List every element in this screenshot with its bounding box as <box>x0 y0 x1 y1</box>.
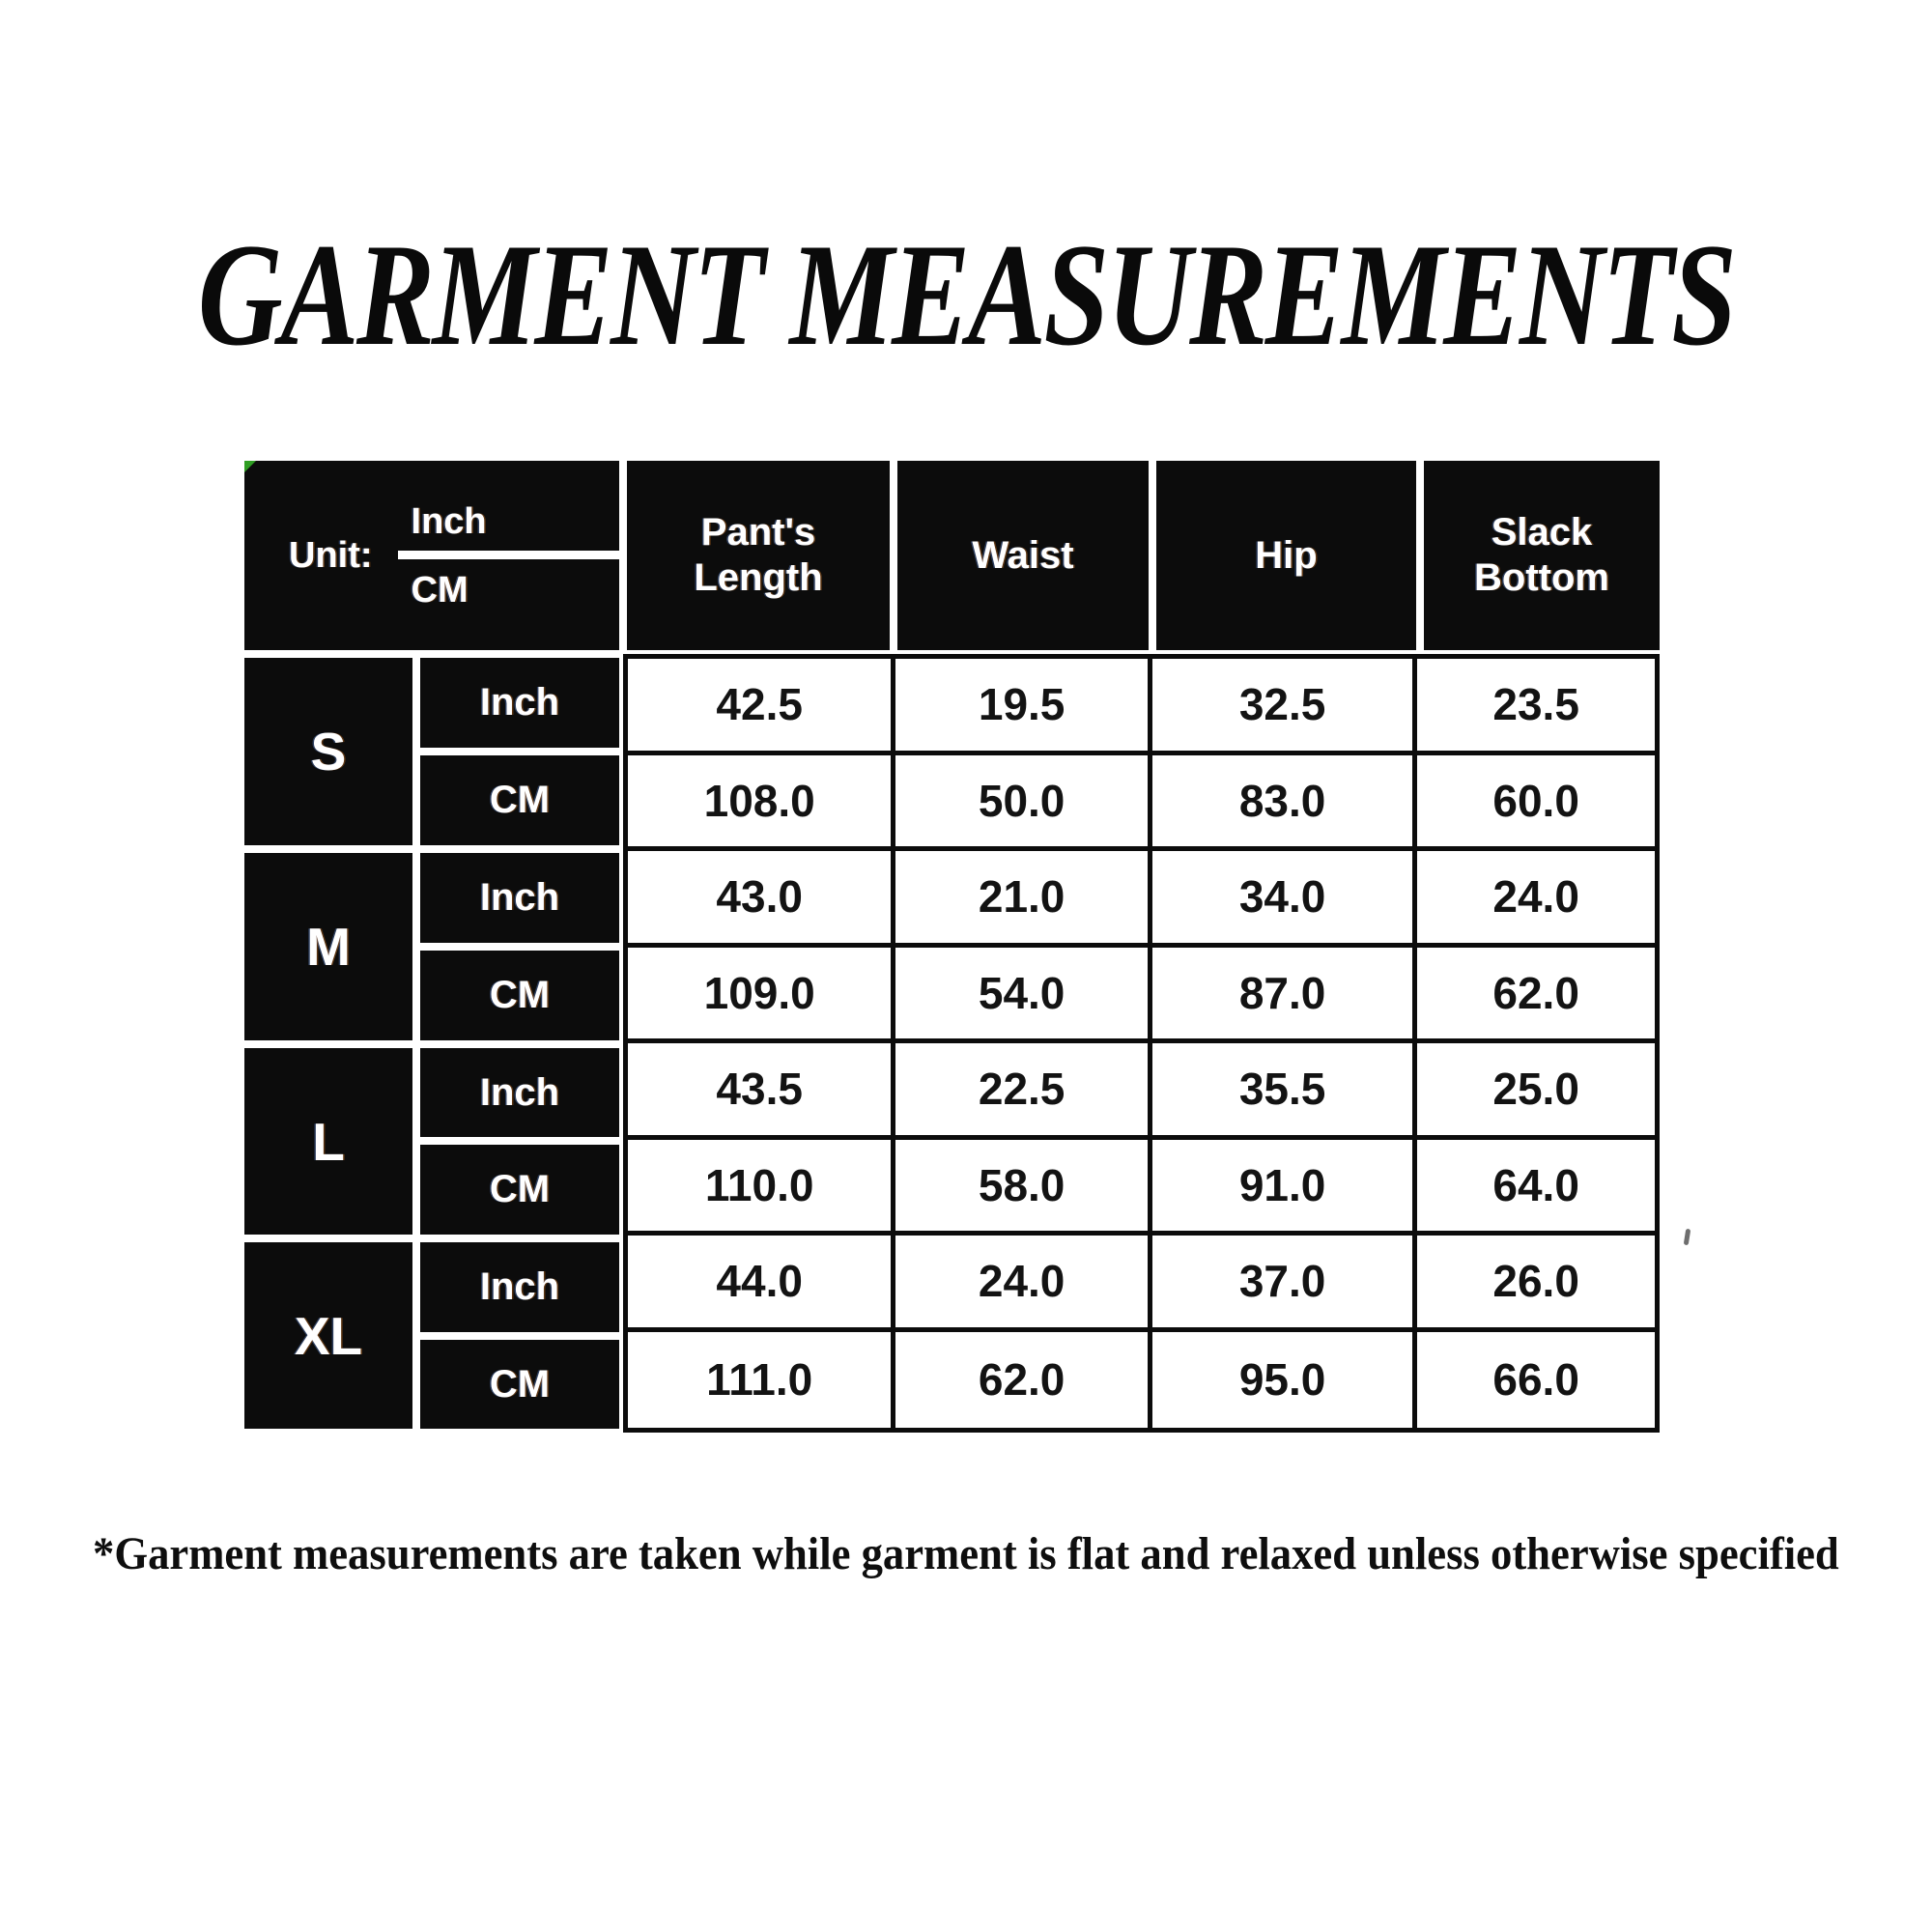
unit-cell: CM <box>420 951 619 1040</box>
data-cell: 34.0 <box>1151 851 1418 948</box>
data-cell: 21.0 <box>895 851 1152 948</box>
unit-cell: Inch <box>420 1242 619 1332</box>
data-cell: 23.5 <box>1417 659 1655 755</box>
data-cell: 66.0 <box>1417 1331 1655 1428</box>
data-cell: 62.0 <box>1417 947 1655 1043</box>
data-cell: 35.5 <box>1151 1043 1418 1140</box>
data-cell: 50.0 <box>895 754 1152 851</box>
data-cell: 25.0 <box>1417 1043 1655 1140</box>
measurement-table: Unit: Inch CM Pant's Length Waist Hip Sl… <box>244 461 1660 1433</box>
unit-cell: CM <box>420 1145 619 1235</box>
artifact-mark <box>1683 1228 1691 1246</box>
header-cell-pants-length: Pant's Length <box>627 461 890 650</box>
data-cell: 26.0 <box>1417 1236 1655 1332</box>
data-cell: 60.0 <box>1417 754 1655 851</box>
data-cell: 22.5 <box>895 1043 1152 1140</box>
data-cell: 64.0 <box>1417 1139 1655 1236</box>
data-cell: 37.0 <box>1151 1236 1418 1332</box>
data-cell: 42.5 <box>628 659 896 755</box>
data-cell: 87.0 <box>1151 947 1418 1043</box>
footnote: *Garment measurements are taken while ga… <box>0 1524 1932 1584</box>
unit-cell: Inch <box>420 853 619 943</box>
data-cell: 43.5 <box>628 1043 896 1140</box>
header-cell-hip: Hip <box>1156 461 1416 650</box>
data-cell: 110.0 <box>628 1139 896 1236</box>
data-cell: 91.0 <box>1151 1139 1418 1236</box>
data-cell: 95.0 <box>1151 1331 1418 1428</box>
unit-label: Unit: <box>289 534 373 576</box>
unit-cell: CM <box>420 755 619 845</box>
data-cell: 83.0 <box>1151 754 1418 851</box>
data-cell: 44.0 <box>628 1236 896 1332</box>
data-cell: 108.0 <box>628 754 896 851</box>
data-cell: 62.0 <box>895 1331 1152 1428</box>
data-cell: 58.0 <box>895 1139 1152 1236</box>
data-cell: 24.0 <box>1417 851 1655 948</box>
size-cell-s: S <box>244 658 412 845</box>
data-cell: 19.5 <box>895 659 1152 755</box>
header-cell-slack-bottom: Slack Bottom <box>1424 461 1660 650</box>
data-cell: 24.0 <box>895 1236 1152 1332</box>
size-cell-m: M <box>244 853 412 1040</box>
unit-fraction: Inch CM <box>397 500 619 611</box>
header-cell-unit: Unit: Inch CM <box>244 461 619 650</box>
page-title-text: GARMENT MEASUREMENTS <box>197 213 1737 376</box>
unit-option-cm: CM <box>411 569 469 611</box>
data-cell: 32.5 <box>1151 659 1418 755</box>
size-cell-l: L <box>244 1048 412 1235</box>
data-cell: 54.0 <box>895 947 1152 1043</box>
unit-cell: CM <box>420 1340 619 1429</box>
unit-cell: Inch <box>420 658 619 748</box>
data-cell: 109.0 <box>628 947 896 1043</box>
page-title: GARMENT MEASUREMENTS <box>0 211 1932 380</box>
footnote-text: *Garment measurements are taken while ga… <box>93 1528 1839 1579</box>
data-cell: 43.0 <box>628 851 896 948</box>
data-cell: 111.0 <box>628 1331 896 1428</box>
unit-option-inch: Inch <box>397 500 619 559</box>
header-cell-waist: Waist <box>897 461 1149 650</box>
unit-cell: Inch <box>420 1048 619 1137</box>
data-grid: 42.5 19.5 32.5 23.5 108.0 50.0 83.0 60.0… <box>623 654 1660 1433</box>
size-cell-xl: XL <box>244 1242 412 1429</box>
